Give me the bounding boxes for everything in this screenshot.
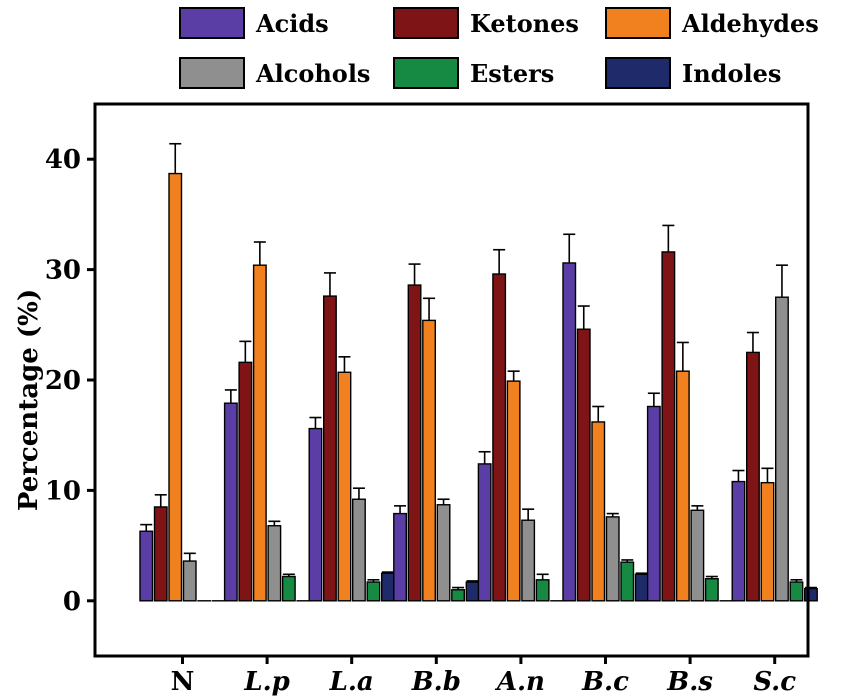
bar-esters <box>366 581 381 602</box>
bar-esters <box>281 575 296 602</box>
bar-alcohols <box>267 525 282 602</box>
bar-acids <box>223 402 238 602</box>
bar-group <box>477 248 565 602</box>
y-tick-label: 0 <box>63 587 81 617</box>
bar-group <box>562 233 649 602</box>
x-tick-label: S.c <box>753 667 796 697</box>
legend-label: Acids <box>255 9 329 38</box>
x-axis: N L.p L.a B.b A.n B.c B.s S.c <box>171 656 796 697</box>
legend-label: Aldehydes <box>681 9 819 38</box>
bar-aldehydes <box>591 421 606 602</box>
bar-aldehydes <box>760 481 775 602</box>
bar-ketones <box>238 361 253 602</box>
bar-ketones <box>407 284 422 602</box>
legend-item-acids: Acids <box>179 7 329 39</box>
bar-alcohols <box>690 509 705 602</box>
bar-indoles <box>634 573 649 602</box>
bar-acids <box>646 405 661 602</box>
legend-item-indoles: Indoles <box>605 57 781 89</box>
bar-alcohols <box>605 516 620 602</box>
bar-ketones <box>576 328 591 602</box>
legend-swatch <box>605 57 671 89</box>
bar-group <box>308 272 395 602</box>
bar-group <box>139 142 226 602</box>
legend-label: Ketones <box>470 9 579 38</box>
x-tick-label: L.a <box>329 667 374 697</box>
bar-indoles <box>381 572 395 602</box>
legend-swatch <box>393 57 459 89</box>
y-axis: 0 10 20 30 40 <box>45 145 95 617</box>
y-tick-label: 10 <box>45 476 81 506</box>
bar-acids <box>562 262 577 602</box>
bar-alcohols <box>775 296 789 602</box>
x-tick-label: B.b <box>411 667 461 697</box>
bar-alcohols <box>521 519 536 602</box>
x-tick-label: L.p <box>243 667 290 697</box>
bar-esters <box>451 589 465 602</box>
bar-acids <box>139 530 154 602</box>
y-tick-label: 20 <box>45 366 81 396</box>
legend-item-esters: Esters <box>393 57 554 89</box>
bar-acids <box>393 512 407 602</box>
bar-alcohols <box>352 498 366 602</box>
x-tick-label: A.n <box>494 667 545 697</box>
legend-swatch <box>605 7 671 39</box>
bar-ketones <box>492 273 507 602</box>
bar-alcohols <box>436 504 451 602</box>
legend: Acids Ketones Aldehydes Alcohols Esters Indol… <box>179 7 819 89</box>
bar-aldehydes <box>337 371 352 602</box>
legend-label: Esters <box>470 59 554 88</box>
legend-item-ketones: Ketones <box>393 7 579 39</box>
x-tick-label: B.c <box>581 667 629 697</box>
bar-ketones <box>746 351 760 602</box>
bar-aldehydes <box>422 319 436 602</box>
bar-acids <box>731 480 746 602</box>
bar-group <box>731 264 818 602</box>
bar-acids <box>477 463 492 602</box>
y-tick-label: 30 <box>45 256 81 286</box>
y-tick-label: 40 <box>45 145 81 175</box>
bar-acids <box>308 427 323 602</box>
bar-alcohols <box>182 560 197 602</box>
bar-esters <box>535 579 550 602</box>
bar-esters <box>704 578 719 602</box>
bar-ketones <box>323 295 337 602</box>
bar-aldehydes <box>675 370 690 602</box>
y-axis-title: Percentage (%) <box>14 289 44 511</box>
bar-groups <box>139 142 818 602</box>
legend-label: Alcohols <box>255 59 370 88</box>
legend-label: Indoles <box>682 59 781 88</box>
legend-item-alcohols: Alcohols <box>179 57 370 89</box>
bar-aldehydes <box>506 380 521 602</box>
bar-group <box>393 263 480 602</box>
bar-indoles <box>465 581 480 602</box>
legend-item-aldehydes: Aldehydes <box>605 7 819 39</box>
bar-aldehydes <box>168 172 183 602</box>
legend-swatch <box>393 7 459 39</box>
bar-aldehydes <box>252 264 267 602</box>
x-tick-label: B.s <box>666 667 713 697</box>
legend-swatch <box>179 57 245 89</box>
x-tick-label: N <box>171 667 195 697</box>
bar-esters <box>620 561 635 602</box>
bar-group <box>646 224 734 602</box>
bar-ketones <box>153 506 168 602</box>
bar-group <box>223 241 311 602</box>
bar-ketones <box>661 251 676 602</box>
legend-swatch <box>179 7 245 39</box>
bar-esters <box>789 581 804 602</box>
